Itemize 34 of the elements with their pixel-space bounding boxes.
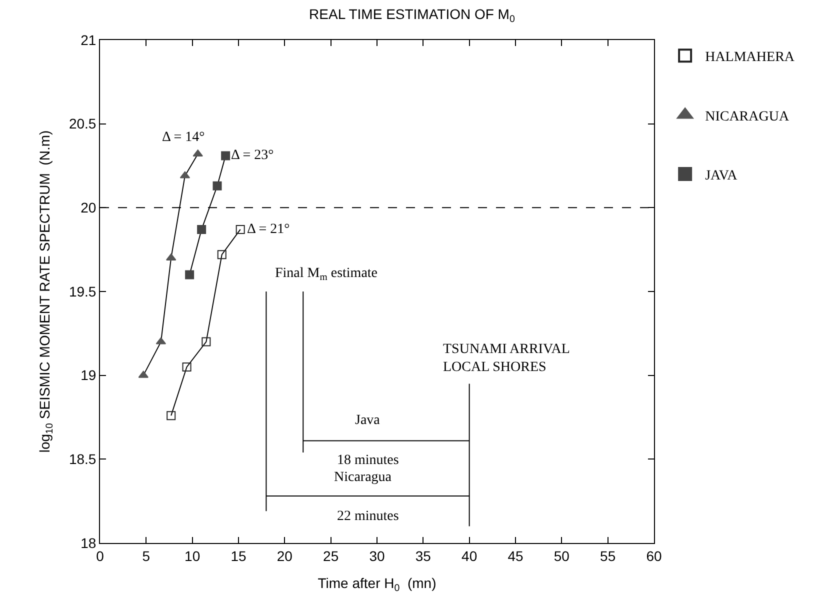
x-tick-label: 25 (323, 548, 339, 564)
annotation: TSUNAMI ARRIVAL LOCAL SHORES (443, 342, 570, 376)
x-tick-label: 50 (554, 548, 570, 564)
x-tick-label: 35 (415, 548, 432, 564)
y-tick-label: 18 (80, 534, 96, 551)
annotation: Final M$_{m}$ estimate (275, 266, 378, 283)
annotation: Δ = 21° (247, 222, 290, 237)
legend-label: NICARAGUA (705, 109, 790, 124)
x-tick-label: 60 (646, 548, 662, 564)
legend-label: JAVA (705, 168, 738, 184)
y-tick-label: 20.5 (68, 116, 96, 132)
legend-label: HALMAHERA (705, 50, 796, 66)
x-tick-label: 40 (462, 548, 478, 564)
x-tick-label: 0 (96, 548, 104, 564)
x-tick-label: 30 (369, 548, 385, 564)
x-tick-label: 5 (142, 548, 150, 564)
x-tick-label: 15 (230, 548, 246, 564)
y-tick-label: 18.5 (68, 451, 96, 468)
x-tick-label: 45 (508, 548, 524, 564)
annotation: Java (355, 413, 381, 428)
y-tick-label: 19 (80, 367, 96, 384)
annotation: 22 minutes (337, 509, 399, 524)
x-axis-title: Time after H$_{0}$ (mn) (318, 575, 436, 594)
annotation: Δ = 23° (231, 148, 274, 163)
y-tick-label: 21 (80, 32, 96, 48)
chart-title: REAL TIME ESTIMATION OF M$_{0}$ (309, 6, 516, 25)
x-tick-label: 55 (600, 548, 616, 564)
x-tick-label: 10 (184, 548, 200, 564)
y-tick-label: 20 (80, 200, 96, 216)
annotation: Nicaragua (334, 470, 392, 485)
annotation: 18 minutes (337, 453, 399, 468)
x-tick-label: 20 (276, 548, 293, 564)
annotation: Δ = 14° (162, 130, 205, 145)
y-tick-label: 19.5 (68, 283, 96, 300)
